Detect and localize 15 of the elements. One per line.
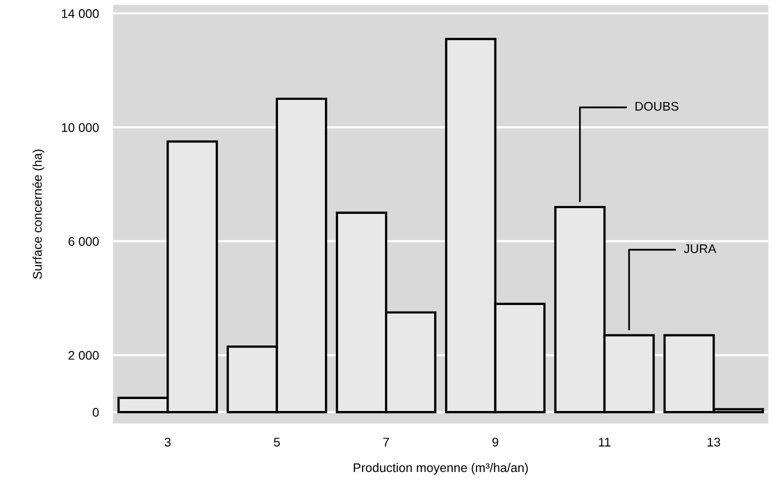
y-tick-label: 14 000	[62, 9, 99, 18]
x-tick-label: 9	[492, 438, 498, 447]
text: JURA	[684, 244, 716, 254]
y-tick-label: 2 000	[68, 350, 99, 360]
y-tick-label: 6 000	[68, 237, 99, 246]
y-axis-title: Surface concernée (ha)	[32, 150, 44, 279]
x-tick-label: 13	[708, 438, 720, 447]
y-tick-label: 0	[92, 408, 99, 417]
text: DOUBS	[636, 102, 678, 111]
x-tick-label: 5	[274, 438, 280, 447]
y-tick-label: 10 000	[62, 123, 99, 132]
x-tick-label: 7	[383, 438, 389, 446]
x-tick-label: 3	[164, 438, 171, 447]
x-axis-title: Production moyenne (m³/ha/an)	[354, 462, 528, 475]
x-tick-label: 11	[598, 438, 610, 446]
